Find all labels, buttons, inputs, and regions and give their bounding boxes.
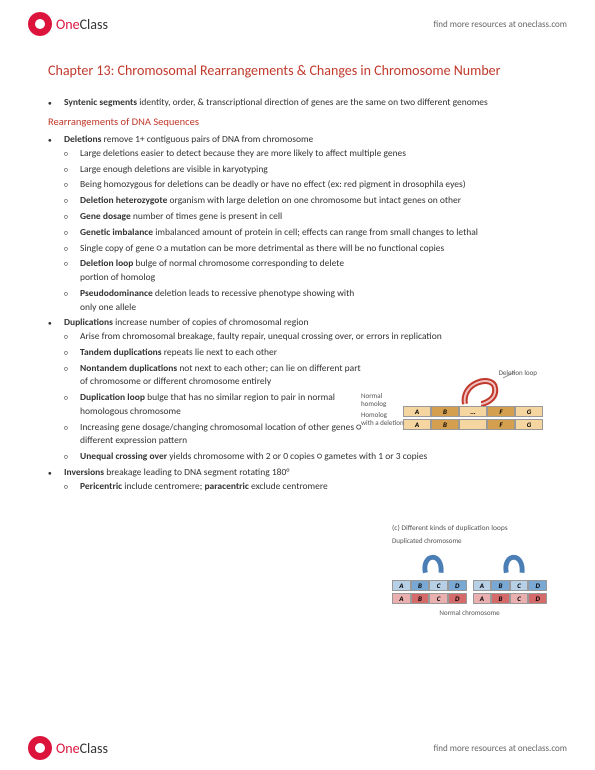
deletion-homolog-band: AB FG: [403, 419, 543, 430]
normal-homolog-band: AB…FG: [403, 406, 543, 417]
brand-text: OneClass: [56, 16, 108, 33]
list-item: Genetic imbalance imbalanced amount of p…: [64, 226, 547, 240]
footer-tagline: find more resources at oneclass.com: [434, 743, 567, 754]
fig2-title: (c) Different kinds of duplication loops: [392, 524, 547, 533]
brand-logo-footer: OneClass: [28, 736, 108, 760]
section-heading: Rearrangements of DNA Sequences: [48, 114, 547, 129]
intro-item: Syntenic segments identity, order, & tra…: [48, 96, 547, 110]
list-item: Deletion heterozygote organism with larg…: [64, 194, 547, 208]
list-item: Arise from chromosomal breakage, faulty …: [64, 330, 547, 344]
brand-logo: OneClass: [28, 12, 108, 36]
list-item: Pseudodominance deletion leads to recess…: [64, 287, 547, 315]
page-footer: OneClass find more resources at oneclass…: [0, 730, 595, 770]
list-item: Large enough deletions are visible in ka…: [64, 163, 547, 177]
deletions-item: Deletions remove 1+ contiguous pairs of …: [48, 133, 547, 314]
dup-loop-left: ABCD ABCD: [392, 545, 467, 606]
list-item: Single copy of gene ○ a mutation can be …: [64, 242, 547, 256]
logo-icon: [28, 736, 52, 760]
list-item: Pericentric include centromere; paracent…: [64, 480, 547, 494]
chapter-title: Chapter 13: Chromosomal Rearrangements &…: [48, 62, 547, 80]
list-item: Unequal crossing over yields chromosome …: [64, 450, 547, 464]
fig2-cap-top: Duplicated chromosome: [392, 536, 547, 545]
list-item: Deletion loop bulge of normal chromosome…: [64, 257, 547, 285]
list-item: Being homozygous for deletions can be de…: [64, 178, 547, 192]
figure-duplication-loops: (c) Different kinds of duplication loops…: [392, 524, 547, 612]
dup-loop-right: ABCD ABCD: [473, 545, 548, 606]
figure-deletion-loop: Deletion loop AB…FG AB FG Normalhomolog …: [403, 370, 543, 434]
list-item: Large deletions easier to detect because…: [64, 147, 547, 161]
fig2-cap-bottom: Normal chromosome: [392, 608, 547, 617]
dup-loop-icon: [473, 545, 548, 575]
header-tagline: find more resources at oneclass.com: [434, 19, 567, 30]
list-item: Tandem duplications repeats lie next to …: [64, 346, 547, 360]
page-header: OneClass find more resources at oneclass…: [0, 0, 595, 44]
inversions-item: Inversions breakage leading to DNA segme…: [48, 466, 547, 494]
fig1-side-labels: Normalhomolog Homologwith a deletion: [361, 392, 404, 428]
list-item: Gene dosage number of times gene is pres…: [64, 210, 547, 224]
fig1-loop-label: Deletion loop: [499, 368, 537, 377]
brand-text-footer: OneClass: [56, 740, 108, 757]
logo-icon: [28, 12, 52, 36]
dup-loop-icon: [392, 545, 467, 575]
